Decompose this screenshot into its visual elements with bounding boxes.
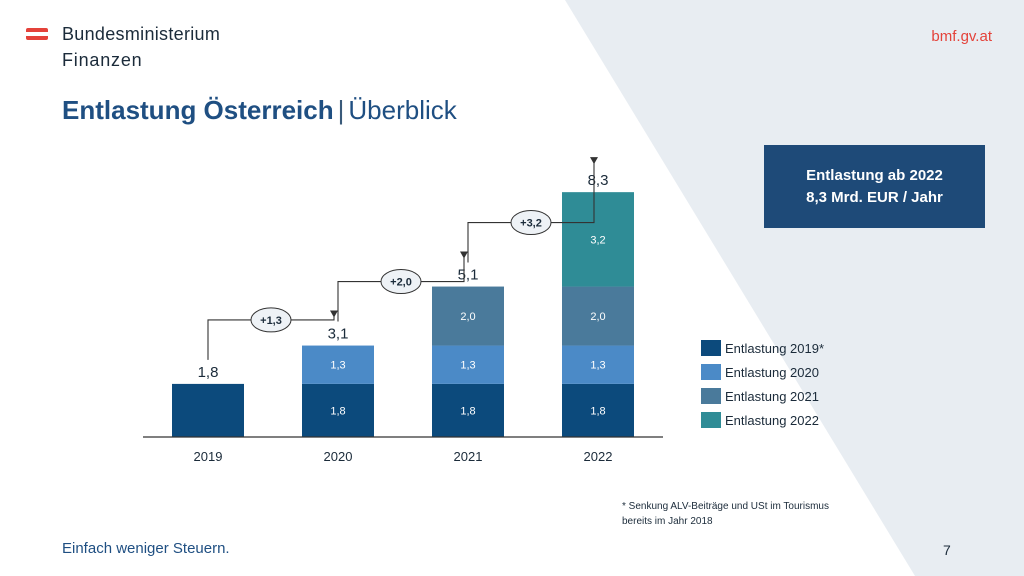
bar-segment (432, 345, 504, 384)
bar-total-label: 5,1 (458, 267, 479, 284)
legend-label: Entlastung 2021 (725, 389, 819, 404)
bar-segment-label: 2,0 (590, 311, 605, 323)
page-title-sub: Überblick (348, 95, 457, 125)
page-title-main: Entlastung Österreich (62, 95, 334, 125)
legend-swatch (701, 388, 721, 404)
x-tick-label: 2022 (584, 449, 613, 464)
bar-segment-label: 1,3 (460, 360, 475, 372)
info-box-line-1: Entlastung ab 2022 (806, 166, 943, 184)
bar-segment-label: 1,8 (330, 405, 345, 417)
bar-total-label: 3,1 (328, 326, 349, 343)
increment-badge (510, 210, 552, 236)
footnote-line-2: bereits im Jahr 2018 (622, 516, 713, 527)
increment-arrowhead (590, 157, 598, 165)
legend-swatch (701, 340, 721, 356)
bar-segment-label: 1,3 (330, 360, 345, 372)
bar-segment-label: 3,2 (590, 234, 605, 246)
bar-segment-label: 2,0 (460, 311, 475, 323)
info-box: Entlastung ab 2022 8,3 Mrd. EUR / Jahr (764, 145, 985, 228)
increment-badge-label: +2,0 (390, 277, 412, 289)
site-url-link[interactable]: bmf.gv.at (931, 28, 992, 45)
footer-slogan: Einfach weniger Steuern. (62, 540, 230, 557)
footnote: * Senkung ALV-Beiträge und USt im Touris… (622, 499, 872, 529)
legend-swatch (701, 412, 721, 428)
bar-segment-label: 1,3 (590, 360, 605, 372)
page-title-separator: | (337, 95, 345, 125)
bar-segment (562, 286, 634, 346)
bar-segment (432, 383, 504, 437)
increment-badge-label: +1,3 (260, 315, 282, 327)
bar-segment-label: 1,8 (590, 405, 605, 417)
page-title: Entlastung Österreich | Überblick (62, 95, 457, 126)
logo-line-2: Finanzen (62, 50, 143, 70)
page-number: 7 (943, 542, 951, 558)
info-box-line-2: 8,3 Mrd. EUR / Jahr (806, 188, 943, 206)
bar-segment (432, 286, 504, 346)
legend-label: Entlastung 2020 (725, 365, 819, 380)
x-tick-label: 2019 (194, 449, 223, 464)
bar-segment (562, 383, 634, 437)
legend-label: Entlastung 2019* (725, 341, 825, 356)
increment-badge (380, 269, 422, 295)
austria-flag-icon (26, 28, 48, 40)
legend-swatch (701, 364, 721, 380)
x-tick-label: 2021 (454, 449, 483, 464)
bar-segment (562, 345, 634, 384)
logo-line-1: Bundesministerium (62, 24, 221, 44)
bar-total-label: 8,3 (588, 172, 609, 189)
footnote-line-1: * Senkung ALV-Beiträge und USt im Touris… (622, 501, 829, 512)
bar-total-label: 1,8 (198, 364, 219, 381)
increment-arrowhead (460, 251, 468, 259)
increment-badge-label: +3,2 (520, 218, 542, 230)
bar-segment (562, 192, 634, 287)
increment-badge (250, 307, 292, 333)
bar-segment (302, 345, 374, 384)
increment-arrowhead (330, 310, 338, 318)
x-tick-label: 2020 (324, 449, 353, 464)
bar-segment (172, 383, 244, 437)
bar-segment-label: 1,8 (460, 405, 475, 417)
legend-label: Entlastung 2022 (725, 413, 819, 428)
bar-segment (302, 383, 374, 437)
